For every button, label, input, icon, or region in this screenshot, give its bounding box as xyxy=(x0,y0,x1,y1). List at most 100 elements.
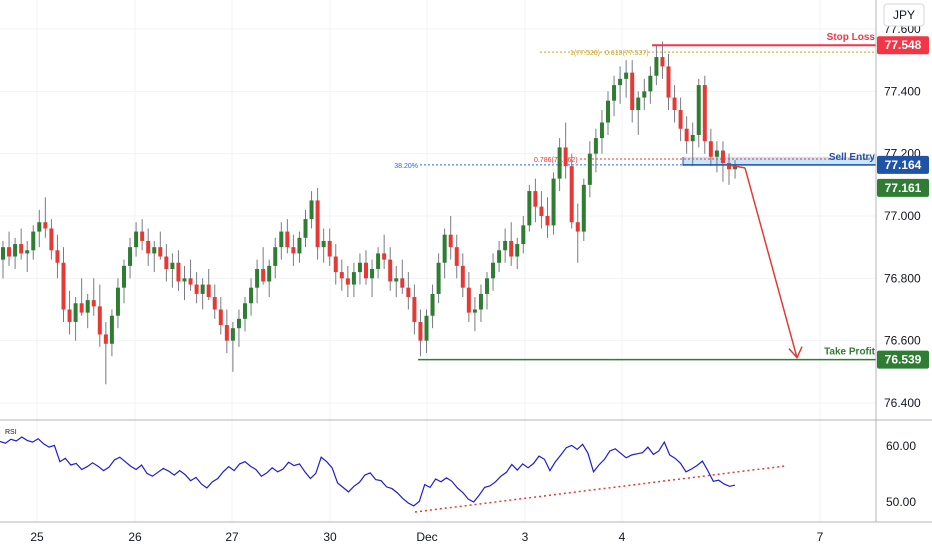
candle-body[interactable] xyxy=(672,97,677,111)
candle-body[interactable] xyxy=(43,222,48,229)
candle-body[interactable] xyxy=(412,297,417,322)
candle-body[interactable] xyxy=(164,256,169,269)
sell-entry-price-tag-box[interactable] xyxy=(877,155,929,174)
candle-body[interactable] xyxy=(727,163,731,170)
candle-body[interactable] xyxy=(690,134,695,142)
candle-body[interactable] xyxy=(733,166,738,170)
candle-body[interactable] xyxy=(491,262,496,279)
candle-body[interactable] xyxy=(13,244,18,257)
candle-body[interactable] xyxy=(370,268,375,279)
candle-body[interactable] xyxy=(333,256,338,273)
sell-entry-price-tag[interactable]: 77.164 xyxy=(877,155,929,174)
candle-body[interactable] xyxy=(37,222,42,232)
candle-body[interactable] xyxy=(624,72,629,79)
candle-body[interactable] xyxy=(170,262,175,269)
candle-body[interactable] xyxy=(545,216,550,226)
take-profit-price-tag[interactable]: 76.539 xyxy=(877,350,929,369)
candle-body[interactable] xyxy=(279,231,284,248)
candle-body[interactable] xyxy=(684,128,689,142)
stop-loss-price-tag[interactable]: 77.548 xyxy=(877,36,929,55)
candle-body[interactable] xyxy=(339,272,344,279)
candle-body[interactable] xyxy=(630,72,635,111)
candle-body[interactable] xyxy=(466,287,471,313)
candle-body[interactable] xyxy=(152,247,157,254)
candle-body[interactable] xyxy=(472,309,477,313)
candle-body[interactable] xyxy=(666,66,671,98)
candle-body[interactable] xyxy=(55,250,60,263)
candle-body[interactable] xyxy=(503,240,508,251)
candle-body[interactable] xyxy=(448,234,453,248)
candle-body[interactable] xyxy=(73,303,78,322)
candle-body[interactable] xyxy=(297,237,302,254)
candle-body[interactable] xyxy=(642,91,647,98)
currency-badge[interactable]: JPY xyxy=(883,3,925,27)
candle-body[interactable] xyxy=(140,231,145,241)
candle-body[interactable] xyxy=(660,57,665,67)
candle-body[interactable] xyxy=(303,219,308,238)
candle-body[interactable] xyxy=(406,287,411,298)
candle-body[interactable] xyxy=(49,228,54,251)
candle-body[interactable] xyxy=(236,318,241,329)
candle-body[interactable] xyxy=(515,244,520,257)
candle-body[interactable] xyxy=(230,328,235,341)
candle-body[interactable] xyxy=(533,191,538,207)
candle-body[interactable] xyxy=(351,272,356,285)
candle-body[interactable] xyxy=(218,309,223,326)
candle-body[interactable] xyxy=(424,315,429,341)
candle-body[interactable] xyxy=(7,247,12,257)
candle-body[interactable] xyxy=(182,278,187,282)
candle-body[interactable] xyxy=(442,234,447,263)
currency-badge-box[interactable] xyxy=(883,3,925,27)
candle-body[interactable] xyxy=(212,297,217,310)
candle-body[interactable] xyxy=(194,284,199,294)
candle-body[interactable] xyxy=(224,325,229,341)
candle-body[interactable] xyxy=(581,184,586,232)
candle-body[interactable] xyxy=(720,150,725,164)
candle-body[interactable] xyxy=(61,262,66,310)
candle-body[interactable] xyxy=(696,85,701,135)
stop-loss-price-tag-box[interactable] xyxy=(877,36,929,55)
candle-body[interactable] xyxy=(200,284,205,294)
candle-body[interactable] xyxy=(460,265,465,288)
candle-body[interactable] xyxy=(400,278,405,288)
candle-body[interactable] xyxy=(587,153,592,185)
candles[interactable] xyxy=(1,41,738,385)
candle-body[interactable] xyxy=(146,240,151,254)
candle-body[interactable] xyxy=(654,57,659,76)
candle-body[interactable] xyxy=(599,122,604,139)
candle-body[interactable] xyxy=(19,244,24,254)
candle-body[interactable] xyxy=(478,293,483,310)
candle-body[interactable] xyxy=(255,268,260,288)
candle-body[interactable] xyxy=(243,303,247,319)
candle-body[interactable] xyxy=(327,240,332,257)
candle-body[interactable] xyxy=(497,250,502,263)
candle-body[interactable] xyxy=(309,200,314,220)
candle-body[interactable] xyxy=(25,250,30,254)
candle-body[interactable] xyxy=(364,262,368,279)
candle-body[interactable] xyxy=(79,303,84,313)
candle-body[interactable] xyxy=(436,262,441,294)
candle-body[interactable] xyxy=(575,222,580,232)
candle-body[interactable] xyxy=(382,253,387,260)
candle-body[interactable] xyxy=(702,85,707,142)
candle-body[interactable] xyxy=(285,231,290,248)
current-price-tag[interactable]: 77.161 xyxy=(877,178,929,197)
candle-body[interactable] xyxy=(188,278,193,285)
candle-body[interactable] xyxy=(521,225,526,245)
candle-body[interactable] xyxy=(527,191,532,226)
candle-body[interactable] xyxy=(612,85,617,101)
candle-body[interactable] xyxy=(606,100,610,123)
candle-body[interactable] xyxy=(648,75,653,92)
candle-body[interactable] xyxy=(31,231,36,251)
candle-body[interactable] xyxy=(454,247,459,266)
candle-body[interactable] xyxy=(176,262,181,282)
candle-body[interactable] xyxy=(273,247,278,266)
candle-body[interactable] xyxy=(557,147,562,179)
candle-body[interactable] xyxy=(158,247,163,257)
candle-body[interactable] xyxy=(714,150,719,157)
candle-body[interactable] xyxy=(618,78,623,86)
candle-body[interactable] xyxy=(593,138,598,154)
candle-body[interactable] xyxy=(134,231,139,248)
candle-body[interactable] xyxy=(115,287,120,316)
current-price-tag-box[interactable] xyxy=(877,178,929,197)
